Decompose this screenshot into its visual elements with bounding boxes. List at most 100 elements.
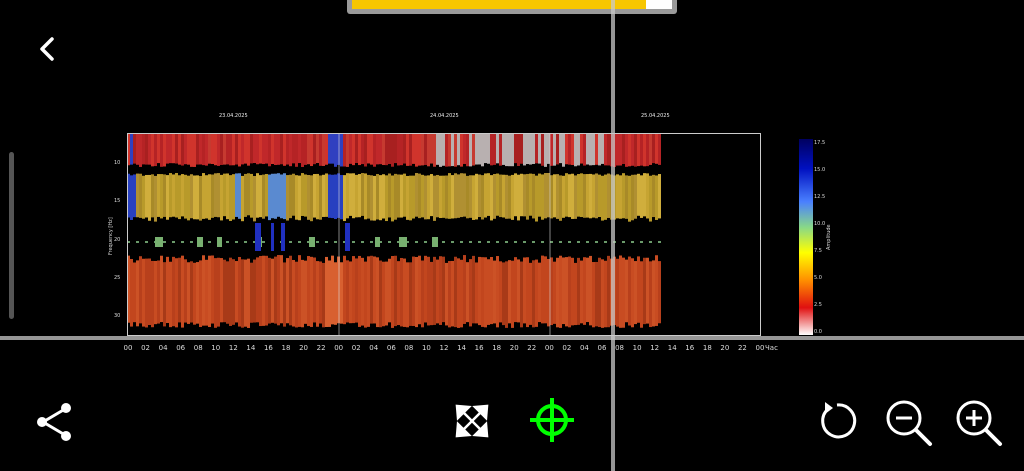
spectro-band-low xyxy=(232,259,235,325)
expand-arrows-icon[interactable] xyxy=(455,404,489,438)
spectro-band-low xyxy=(148,258,151,326)
spectro-band-low xyxy=(586,257,589,323)
spectro-band-low xyxy=(322,262,325,328)
spectro-band-mid xyxy=(334,174,337,220)
spectro-band-low xyxy=(538,262,541,323)
x-tick: 12 xyxy=(439,344,449,352)
spectro-band-top xyxy=(151,133,154,167)
spectro-band-low xyxy=(307,256,310,327)
spectro-band-top xyxy=(427,133,430,167)
zoom-out-icon[interactable] xyxy=(884,398,934,448)
spectro-trace xyxy=(388,241,391,243)
spectro-band-low xyxy=(589,255,592,326)
spectro-band-low xyxy=(400,257,403,327)
spectro-band-mid xyxy=(424,175,427,220)
spectro-band-mid xyxy=(481,175,484,220)
spectro-band-mid xyxy=(184,174,187,219)
zoom-in-icon[interactable] xyxy=(954,398,1004,448)
x-tick: 04 xyxy=(158,344,168,352)
spectro-band-top xyxy=(499,133,502,166)
spectro-band-mid xyxy=(211,174,214,218)
spectro-band-top xyxy=(397,133,400,166)
spectro-band-low xyxy=(652,260,655,327)
spectro-band-top xyxy=(226,133,229,165)
spectro-band-low xyxy=(427,256,430,326)
spectro-band-low xyxy=(142,258,145,327)
spectro-band-top xyxy=(595,133,598,165)
spectro-band-low xyxy=(190,261,193,323)
spectro-band-mid xyxy=(292,173,295,216)
spectro-band-mid xyxy=(142,175,145,219)
spectro-band-top xyxy=(544,133,547,167)
x-tick: 02 xyxy=(562,344,572,352)
spectro-trace xyxy=(397,241,400,243)
spectro-band-low xyxy=(229,257,232,326)
spectro-band-low xyxy=(514,257,517,323)
spectro-band-mid xyxy=(487,173,490,216)
x-tick: 14 xyxy=(667,344,677,352)
spectro-band-low xyxy=(181,255,184,328)
spectro-band-low xyxy=(274,256,277,324)
spectro-band-mid xyxy=(133,174,136,218)
spectro-band-top xyxy=(166,133,169,164)
spectro-band-mid xyxy=(589,173,592,219)
spectro-band-low xyxy=(490,256,493,325)
spectro-band-low xyxy=(349,261,352,324)
spectro-band-top xyxy=(574,133,577,167)
x-tick: 06 xyxy=(176,344,186,352)
crosshair-target-icon[interactable] xyxy=(528,396,576,444)
left-scrollbar[interactable] xyxy=(9,152,14,319)
spectro-trace xyxy=(172,241,175,243)
spectro-band-low xyxy=(508,260,511,324)
spectro-band-low xyxy=(475,262,478,324)
spectro-band-low xyxy=(460,259,463,328)
spectro-band-low xyxy=(214,258,217,328)
spectro-band-low xyxy=(283,262,286,327)
spectro-band-low xyxy=(544,256,547,324)
spectro-band-top xyxy=(457,133,460,166)
spectro-band-mid xyxy=(136,173,139,218)
spectro-band-low xyxy=(520,261,523,328)
refresh-icon[interactable] xyxy=(816,400,858,442)
spectro-band-low xyxy=(415,256,418,328)
spectro-band-low xyxy=(211,255,214,324)
top-progress-knob[interactable] xyxy=(646,0,672,9)
spectro-band-mid xyxy=(223,173,226,217)
share-icon[interactable] xyxy=(35,402,73,442)
spectro-band-top xyxy=(628,133,631,167)
spectro-trace xyxy=(226,241,229,243)
spectro-band-mid xyxy=(553,174,556,218)
spectro-band-mid xyxy=(169,173,172,218)
spectro-band-mid xyxy=(376,174,379,220)
spectro-band-mid xyxy=(361,173,364,216)
spectro-band-low xyxy=(517,259,520,323)
spectro-band-low xyxy=(196,262,199,324)
crosshair-horizontal-line[interactable] xyxy=(0,336,1024,340)
spectro-band-top xyxy=(409,133,412,166)
spectro-spike xyxy=(271,223,274,251)
spectro-trace xyxy=(190,241,193,243)
spectro-band-mid xyxy=(319,175,322,220)
spectro-band-mid xyxy=(313,174,316,218)
spectro-band-low xyxy=(382,261,385,327)
spectro-band-top xyxy=(250,133,253,164)
spectro-band-mid xyxy=(196,175,199,220)
spectro-band-low xyxy=(595,261,598,327)
spectro-band-top xyxy=(253,133,256,164)
spectro-band-low xyxy=(424,255,427,323)
spectro-band-mid xyxy=(526,173,529,220)
spectro-band-mid xyxy=(499,174,502,218)
spectro-band-mid xyxy=(421,174,424,218)
spectro-band-top xyxy=(259,133,262,164)
spectro-band-mid xyxy=(541,174,544,220)
spectro-band-mid xyxy=(523,174,526,217)
back-chevron-icon[interactable] xyxy=(36,36,58,62)
crosshair-vertical-line[interactable] xyxy=(611,0,615,471)
spectro-band-top xyxy=(634,133,637,167)
spectro-band-low xyxy=(604,260,607,328)
spectro-band-mid xyxy=(493,173,496,219)
spectrogram-plot[interactable] xyxy=(127,133,761,336)
spectro-band-top xyxy=(331,133,334,164)
spectro-band-low xyxy=(631,258,634,328)
spectro-band-low xyxy=(454,256,457,328)
